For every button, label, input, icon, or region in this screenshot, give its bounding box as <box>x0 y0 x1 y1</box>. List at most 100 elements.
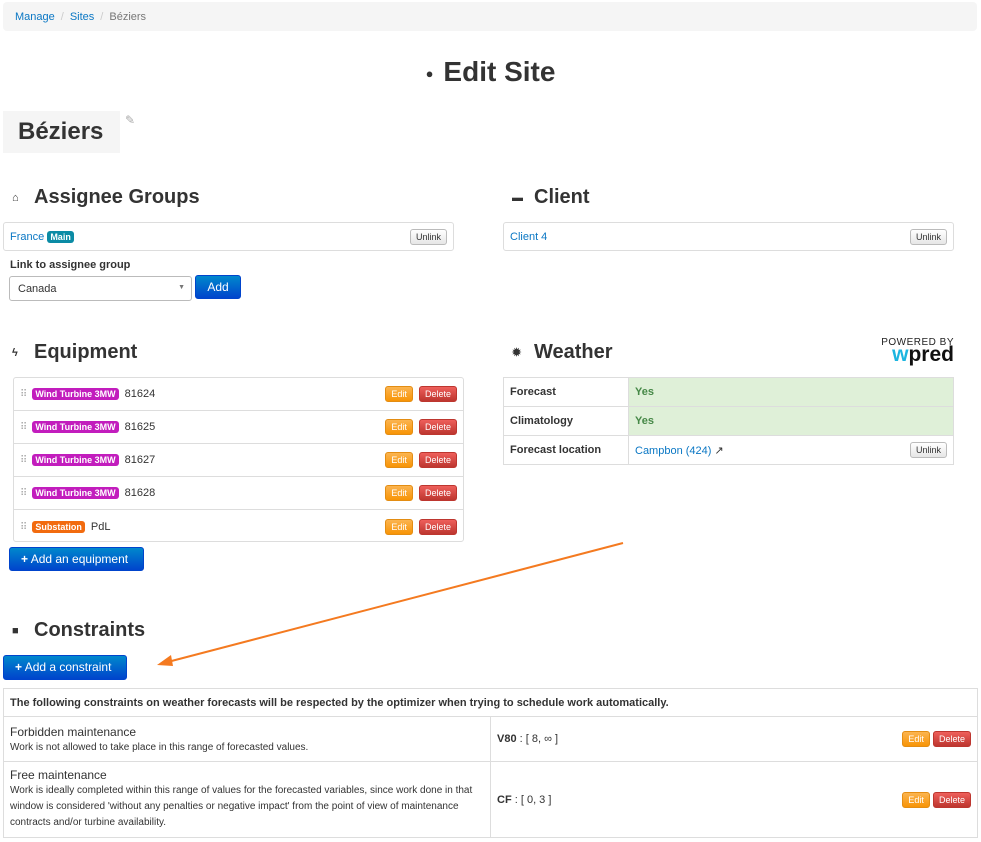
page-title: ● Edit Site <box>0 56 981 88</box>
constraint-range: [ 0, 3 ] <box>520 793 552 806</box>
arrow-line <box>159 542 624 665</box>
delete-equipment-button[interactable]: Delete <box>418 518 457 535</box>
breadcrumb-manage[interactable]: Manage <box>15 11 55 23</box>
equipment-heading-text: Equipment <box>34 341 138 363</box>
unlink-group-button[interactable]: Unlink <box>409 228 447 245</box>
edit-constraint-button[interactable]: Edit <box>902 731 930 747</box>
drag-handle-icon[interactable]: ⠿ <box>20 521 27 533</box>
constraints-intro: The following constraints on weather for… <box>3 688 978 717</box>
breadcrumb-sites[interactable]: Sites <box>69 11 95 23</box>
add-group-button[interactable]: Add <box>195 275 241 299</box>
constraint-title: Free maintenance <box>10 768 107 782</box>
assignee-heading-text: Assignee Groups <box>34 186 200 208</box>
pencil-icon[interactable]: ✎ <box>125 113 136 127</box>
unlink-location-button[interactable]: Unlink <box>909 442 947 458</box>
add-constraint-label: Add a constraint <box>24 660 112 674</box>
equipment-row: ⠿ Wind Turbine 3MW 81627 Edit Delete <box>14 444 463 477</box>
page-title-text: Edit Site <box>443 56 556 87</box>
constraints-heading: ■ Constraints <box>12 619 145 642</box>
drag-handle-icon[interactable]: ⠿ <box>20 389 27 400</box>
constraint-row: Forbidden maintenance Work is not allowed… <box>3 716 978 762</box>
link-group-label: Link to assignee group <box>10 259 131 271</box>
weather-label: Forecast <box>503 377 629 407</box>
equipment-row: ⠿ Substation PdL Edit Delete <box>14 510 463 543</box>
weather-label: Climatology <box>503 406 629 436</box>
bolt-icon: ϟ <box>12 346 18 359</box>
site-name: Béziers <box>3 111 120 153</box>
equipment-row: ⠿ Wind Turbine 3MW 81628 Edit Delete <box>14 477 463 510</box>
main-badge: Main <box>47 230 74 243</box>
edit-equipment-button[interactable]: Edit <box>385 518 413 535</box>
map-marker-icon: ● <box>425 66 434 82</box>
constraint-variable: CF <box>497 793 512 806</box>
constraint-variable: V80 <box>497 733 517 745</box>
forecast-location-link[interactable]: Campbon (424) <box>635 444 712 457</box>
weather-heading-text: Weather <box>534 341 613 363</box>
equipment-type-badge: Wind Turbine 3MW <box>32 421 119 433</box>
breadcrumb: Manage / Sites / Béziers <box>3 2 977 31</box>
sun-icon: ✹ <box>512 347 522 360</box>
client-row: Client 4 Unlink <box>503 222 954 251</box>
equipment-list: ⠿ Wind Turbine 3MW 81624 Edit Delete ⠿ Wind … <box>13 377 464 542</box>
assignee-group-link[interactable]: France <box>10 230 45 243</box>
edit-constraint-button[interactable]: Edit <box>902 791 930 808</box>
delete-equipment-button[interactable]: Delete <box>418 419 457 435</box>
equipment-name: 81625 <box>124 421 156 433</box>
equipment-heading: ϟ Equipment <box>12 341 137 364</box>
client-link[interactable]: Client 4 <box>510 230 548 243</box>
delete-constraint-button[interactable]: Delete <box>932 731 971 747</box>
equipment-name: 81628 <box>124 487 156 499</box>
external-link-icon[interactable]: ↗ <box>714 444 724 457</box>
powered-by: POWERED BY <box>881 337 954 348</box>
drag-handle-icon[interactable]: ⠿ <box>20 455 27 466</box>
arrow-head <box>157 655 173 666</box>
weather-value: Yes <box>628 377 954 407</box>
delete-constraint-button[interactable]: Delete <box>932 791 971 808</box>
add-equipment-button[interactable]: + Add an equipment <box>9 547 144 571</box>
home-icon: ⌂ <box>12 191 19 204</box>
equipment-type-badge: Wind Turbine 3MW <box>32 388 119 400</box>
assignee-heading: ⌂ Assignee Groups <box>12 186 200 209</box>
equipment-row: ⠿ Wind Turbine 3MW 81625 Edit Delete <box>14 411 463 444</box>
constraint-title: Forbidden maintenance <box>10 725 137 739</box>
select-value: Canada <box>18 283 57 295</box>
assignee-group-row: France Main Unlink <box>3 222 454 251</box>
edit-equipment-button[interactable]: Edit <box>385 452 413 468</box>
delete-equipment-button[interactable]: Delete <box>418 485 457 501</box>
drag-handle-icon[interactable]: ⠿ <box>20 488 27 499</box>
client-heading: ▬ Client <box>512 186 590 209</box>
weather-row-forecast: Forecast Yes <box>503 377 954 407</box>
wpred-logo: POWERED BY wpred <box>866 337 954 366</box>
equipment-name: 81624 <box>124 388 156 400</box>
constraints-heading-text: Constraints <box>34 619 146 641</box>
assignee-group-select[interactable]: Canada ▼ <box>9 276 192 301</box>
unlink-client-button[interactable]: Unlink <box>909 228 947 245</box>
briefcase-icon: ▬ <box>512 191 523 204</box>
constraint-desc: Work is not allowed to take place in thi… <box>10 742 309 753</box>
equipment-type-badge: Substation <box>32 520 85 533</box>
equipment-name: PdL <box>90 520 111 533</box>
edit-equipment-button[interactable]: Edit <box>385 485 413 501</box>
weather-value: Campbon (424) ↗ Unlink <box>628 435 954 465</box>
equipment-type-badge: Wind Turbine 3MW <box>32 487 119 499</box>
brand: wpred <box>892 343 954 366</box>
plus-icon: + <box>15 660 23 674</box>
plus-icon: + <box>21 552 29 566</box>
delete-equipment-button[interactable]: Delete <box>418 452 457 468</box>
edit-equipment-button[interactable]: Edit <box>385 419 413 435</box>
constraints-table: The following constraints on weather for… <box>3 688 978 838</box>
drag-handle-icon[interactable]: ⠿ <box>20 422 27 433</box>
client-heading-text: Client <box>534 186 590 208</box>
add-constraint-button[interactable]: + Add a constraint <box>3 655 127 680</box>
weather-row-climatology: Climatology Yes <box>503 406 954 436</box>
weather-table: Forecast Yes Climatology Yes Forecast loca… <box>503 377 954 465</box>
constraint-row: Free maintenance Work is ideally complete… <box>3 761 978 838</box>
lock-icon: ■ <box>12 624 19 637</box>
delete-equipment-button[interactable]: Delete <box>418 386 457 402</box>
caret-down-icon: ▼ <box>178 284 185 291</box>
constraint-range: [ 8, ∞ ] <box>525 733 559 745</box>
edit-equipment-button[interactable]: Edit <box>385 386 413 402</box>
weather-row-location: Forecast location Campbon (424) ↗ Unlink <box>503 435 954 465</box>
breadcrumb-current: Béziers <box>109 11 147 23</box>
